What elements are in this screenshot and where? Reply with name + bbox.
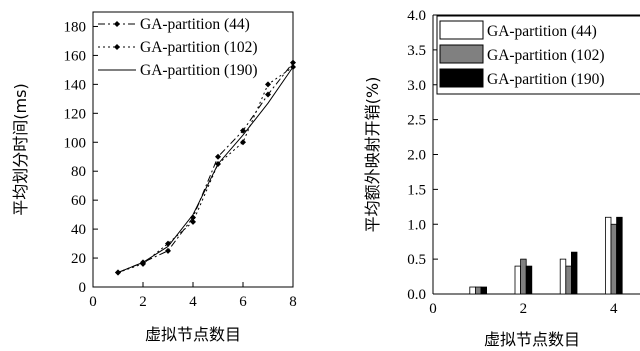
data-point	[240, 127, 246, 134]
legend-label: GA-partition (44)	[140, 16, 250, 33]
data-point	[190, 218, 196, 225]
legend-label: GA-partition (102)	[487, 47, 605, 64]
y-tick-label: 4.0	[407, 8, 426, 24]
legend-marker	[114, 21, 120, 27]
x-tick-label: 6	[239, 294, 247, 310]
data-point	[140, 260, 146, 267]
series-line	[117, 66, 294, 273]
data-point	[240, 139, 246, 146]
data-point	[165, 247, 171, 254]
y-tick-label: 40	[71, 222, 86, 238]
legend-swatch	[439, 20, 484, 40]
legend-swatch	[439, 68, 484, 88]
legend: GA-partition (44) GA-partition (102) GA-pa…	[436, 15, 640, 95]
y-tick-label: 1.5	[407, 182, 426, 198]
legend-label: GA-partition (190)	[487, 71, 605, 88]
y-tick-label: 160	[64, 48, 87, 64]
bar	[565, 265, 572, 295]
legend: GA-partition (44) GA-partition (102) GA-pa…	[98, 16, 258, 79]
bar-chart: 0.00.51.01.52.02.53.03.54.002468虚拟节点数目平均…	[363, 8, 640, 349]
x-tick-label: 2	[520, 301, 528, 317]
bar	[571, 251, 578, 295]
x-tick-label: 2	[139, 294, 147, 310]
y-tick-label: 100	[64, 135, 87, 151]
y-tick-label: 0.0	[407, 287, 426, 303]
y-tick-label: 3.5	[407, 43, 426, 59]
bar	[520, 258, 527, 295]
y-tick-label: 0	[79, 280, 87, 296]
data-point	[290, 59, 296, 66]
y-tick-label: 0.5	[407, 252, 426, 268]
bar	[514, 265, 521, 295]
y-tick-label: 3.0	[407, 78, 426, 94]
x-axis-label: 虚拟节点数目	[145, 325, 241, 344]
y-tick-label: 120	[64, 106, 87, 122]
bar	[559, 258, 567, 295]
bar	[525, 265, 533, 295]
y-tick-label: 2.5	[407, 113, 426, 129]
y-tick-label: 80	[71, 164, 86, 180]
y-tick-label: 2.0	[407, 148, 426, 164]
bar	[605, 216, 612, 295]
line-chart: 0 20 40 60 80 100 120 140 160 180 0 2 4 6 8 虚拟节点数目 平均划分时…	[11, 11, 297, 344]
bar	[616, 216, 623, 295]
data-point	[265, 91, 271, 98]
x-tick-label: 4	[610, 301, 618, 317]
y-tick-label: 20	[71, 251, 86, 267]
x-tick-label: 4	[189, 294, 197, 310]
bar	[480, 286, 487, 295]
legend-label: GA-partition (102)	[140, 39, 258, 56]
x-tick-label: 0	[429, 301, 437, 317]
y-tick-label: 1.0	[407, 217, 426, 233]
legend-swatch	[439, 44, 484, 64]
legend-marker	[114, 44, 120, 50]
y-tick-label: 140	[64, 77, 87, 93]
bar	[610, 223, 617, 295]
bar	[469, 286, 476, 295]
y-tick-label: 60	[71, 193, 86, 209]
x-tick-label: 0	[89, 294, 97, 310]
legend-label: GA-partition (44)	[487, 23, 597, 40]
x-axis-label: 虚拟节点数目	[484, 330, 580, 349]
legend-label: GA-partition (190)	[140, 62, 258, 79]
bar	[474, 286, 482, 295]
y-tick-label: 180	[64, 19, 87, 35]
series-line	[117, 66, 294, 273]
y-axis-label: 平均额外映射开销(%)	[363, 77, 382, 233]
data-point	[265, 81, 271, 88]
data-point	[215, 153, 221, 160]
x-tick-label: 8	[289, 294, 297, 310]
y-axis-label: 平均划分时间(ms)	[11, 83, 30, 215]
